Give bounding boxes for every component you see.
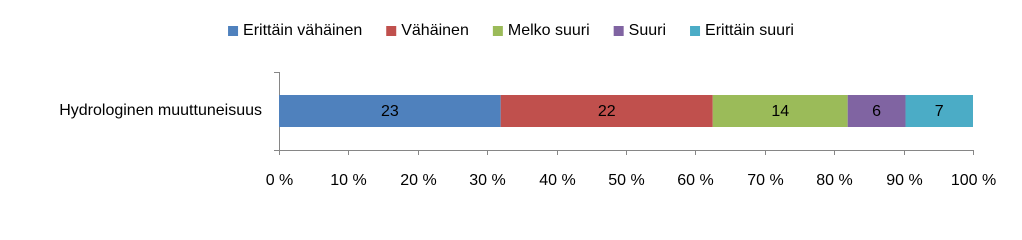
legend-label: Erittäin vähäinen xyxy=(243,22,362,39)
x-tick-label: 80 % xyxy=(816,172,852,189)
data-label: 14 xyxy=(771,103,789,120)
legend-swatch xyxy=(613,26,624,36)
data-label: 7 xyxy=(935,103,944,120)
bar-segment xyxy=(847,95,906,127)
x-tick-label: 90 % xyxy=(886,172,922,189)
x-tick-label: 70 % xyxy=(747,172,783,189)
legend-label: Vähäinen xyxy=(401,22,469,39)
legend-swatch xyxy=(492,26,503,36)
x-tick-label: 100 % xyxy=(951,172,996,189)
data-label: 6 xyxy=(872,103,881,120)
x-tick-label: 40 % xyxy=(539,172,575,189)
data-label: 22 xyxy=(598,103,616,120)
legend-swatch xyxy=(386,26,397,36)
x-tick-label: 60 % xyxy=(677,172,713,189)
data-label: 23 xyxy=(381,103,399,120)
bar-segment xyxy=(500,95,713,127)
legend-swatch xyxy=(228,26,239,36)
legend-label: Erittäin suuri xyxy=(705,22,794,39)
bar-segment xyxy=(905,95,973,127)
legend-swatch xyxy=(690,26,701,36)
page: {"chart_data": {"type": "bar", "orientat… xyxy=(59,22,997,190)
x-tick-label: 20 % xyxy=(400,172,436,189)
x-tick-label: 30 % xyxy=(469,172,505,189)
legend-label: Melko suuri xyxy=(508,22,590,39)
bar-segment xyxy=(279,95,501,127)
x-tick-label: 50 % xyxy=(608,172,644,189)
bar-segment xyxy=(712,95,848,127)
legend-label: Suuri xyxy=(629,22,666,39)
chart: 0 % 10 % 20 % 30 % 40 % 50 % 60 % 70 % 80 % 90 % 1… xyxy=(59,22,996,189)
x-tick-label: 10 % xyxy=(330,172,366,189)
x-tick-label: 0 % xyxy=(266,172,294,189)
y-tick-label: Hydrologinen muuttuneisuus xyxy=(59,102,262,119)
